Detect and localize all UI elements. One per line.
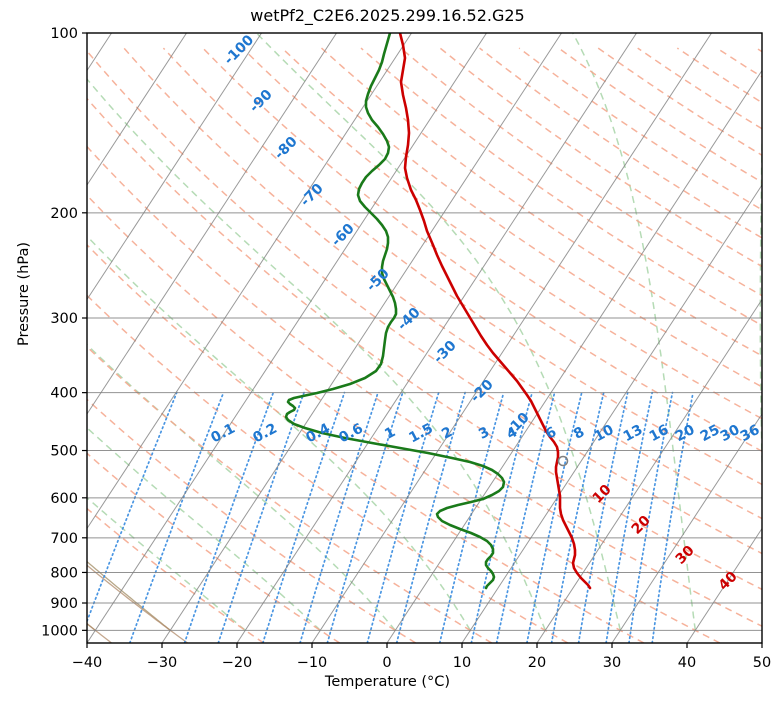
- plot-background: [87, 33, 762, 643]
- moist-adiabat: [87, 426, 321, 631]
- isotherm-line: [611, 413, 762, 643]
- x-tick-label: −10: [297, 655, 328, 671]
- dry-adiabat: [162, 47, 762, 486]
- y-tick-label: 200: [50, 206, 78, 222]
- mixing-ratio-line: [299, 391, 379, 643]
- y-tick-label: 600: [50, 491, 78, 507]
- dry-adiabat: [87, 49, 762, 555]
- moist-adiabat: [87, 560, 171, 631]
- dry-adiabat: [123, 47, 762, 520]
- y-tick-label: 900: [50, 596, 78, 612]
- moist-adiabat: [87, 77, 547, 631]
- x-tick-label: 10: [453, 655, 471, 671]
- moist-adiabat: [87, 622, 96, 631]
- x-tick-label: 40: [678, 655, 696, 671]
- sounding-curves: [284, 33, 592, 590]
- mixing-ratio-line: [438, 391, 505, 643]
- dry-adiabat: [87, 345, 493, 643]
- moist-adiabat: [255, 33, 622, 631]
- moist-adiabat-lines: [87, 33, 762, 631]
- dry-adiabat: [87, 243, 645, 643]
- isotherm-line: [0, 33, 37, 643]
- y-tick-label: 100: [50, 26, 78, 42]
- mixing-ratio-line: [183, 391, 275, 643]
- mixing-ratio-line: [550, 391, 605, 643]
- dry-adiabat: [87, 294, 569, 643]
- dry-adiabat: [87, 145, 762, 628]
- x-tick-label: 0: [382, 655, 391, 671]
- dry-adiabat: [320, 47, 762, 357]
- lcl-marker: [557, 455, 569, 467]
- lcl-marker-group: [557, 455, 569, 467]
- mixing-ratio-line: [395, 391, 466, 643]
- chart-title: wetPf2_C2E6.2025.299.16.52.G25: [250, 6, 525, 25]
- moist-adiabat: [87, 496, 246, 631]
- dry-adiabat: [87, 398, 417, 643]
- x-tick-label: −30: [147, 655, 178, 671]
- isotherm-line: [87, 33, 262, 301]
- isotherm-line: [87, 33, 187, 186]
- dry-adiabat: [360, 47, 762, 327]
- y-tick-label: 300: [50, 311, 78, 327]
- isotherm-line: [87, 33, 487, 643]
- isotherm-line: [311, 33, 712, 643]
- x-tick-label: −40: [72, 655, 103, 671]
- x-tick-label: 30: [603, 655, 621, 671]
- sounding-temperature-curve: [398, 33, 592, 590]
- mixing-ratio-line: [651, 391, 694, 643]
- sounding-dewpoint-curve: [284, 33, 506, 590]
- y-tick-label: 400: [50, 386, 78, 402]
- x-axis-label: Temperature (°C): [324, 674, 451, 690]
- isotherm-line: [161, 33, 562, 643]
- mixing-ratio-line: [217, 391, 305, 643]
- mixing-ratio-line: [87, 391, 178, 624]
- mixing-ratio-line: [366, 391, 440, 643]
- mixing-ratio-line: [605, 391, 654, 643]
- moist-adiabat: [572, 33, 697, 631]
- isotherm-lines: [0, 33, 762, 643]
- x-tick-label: 20: [528, 655, 546, 671]
- mixing-ratio-line: [526, 391, 583, 643]
- isotherm-line: [761, 642, 762, 643]
- y-tick-label: 1000: [41, 623, 78, 639]
- moist-adiabat: [87, 235, 471, 631]
- x-tick-group: −40 −30 −20 −10 0 10 20 30 40 50: [72, 643, 771, 671]
- dry-adiabat: [400, 47, 762, 297]
- mixing-ratio-line: [577, 391, 629, 643]
- y-tick-group: 100 200 300 400 500 600 700 800 900 1000: [41, 26, 87, 639]
- isotherm-line: [686, 527, 762, 643]
- mixing-ratio-line: [628, 391, 674, 643]
- mixing-ratio-line: [128, 391, 225, 643]
- isotherm-line: [87, 33, 412, 530]
- y-tick-label: 800: [50, 565, 78, 581]
- mixing-ratio-lines: [87, 391, 694, 643]
- x-tick-label: 50: [753, 655, 771, 671]
- plot-border: [86, 32, 763, 644]
- y-tick-label: 500: [50, 444, 78, 460]
- dry-adiabat: [87, 564, 188, 643]
- isobar-lines: [87, 32, 762, 631]
- isotherm-line: [236, 33, 637, 643]
- isotherm-line: [461, 184, 762, 643]
- mixing-ratio-line: [495, 391, 556, 643]
- mixing-ratio-line: [262, 391, 346, 643]
- x-tick-label: −20: [222, 655, 253, 671]
- mixing-ratio-line: [326, 391, 404, 643]
- dry-adiabat: [87, 507, 265, 643]
- isotherm-line: [87, 33, 337, 415]
- isotherm-line: [536, 298, 762, 643]
- isotherm-line: [386, 69, 762, 643]
- y-tick-label: 700: [50, 531, 78, 547]
